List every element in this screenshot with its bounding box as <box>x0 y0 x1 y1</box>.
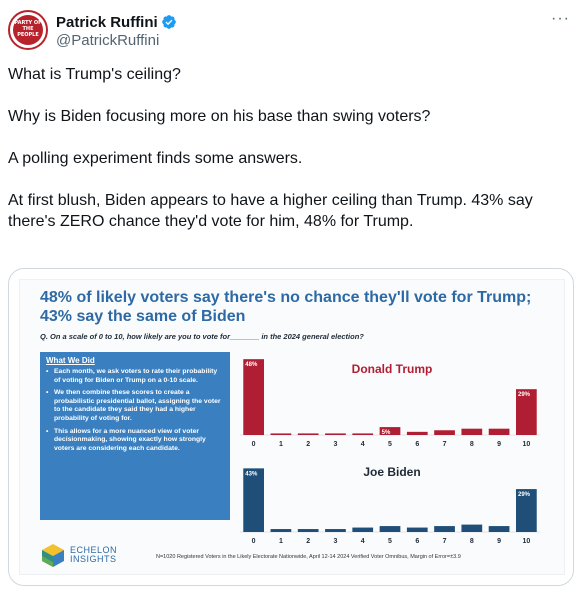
x-tick-label: 9 <box>497 441 501 448</box>
x-tick-label: 4 <box>361 441 365 448</box>
chart-bar <box>406 431 428 435</box>
chart-bar <box>270 433 292 435</box>
x-tick-label: 5 <box>388 441 392 448</box>
x-tick-label: 7 <box>443 538 447 545</box>
x-tick-label: 2 <box>306 538 310 545</box>
tweet-media-image[interactable]: 48% of likely voters say there's no chan… <box>8 268 574 586</box>
chart-bar <box>434 430 455 435</box>
bar-value-label: 5% <box>382 430 391 436</box>
x-tick-label: 3 <box>334 538 338 545</box>
slide-question: Q. On a scale of 0 to 10, how likely are… <box>40 332 364 341</box>
chart-bar <box>243 468 264 532</box>
what-we-did-item: We then combine these scores to create a… <box>46 389 224 423</box>
x-tick-label: 3 <box>334 441 338 448</box>
bar-value-label: 48% <box>245 362 258 368</box>
bar-value-label: 29% <box>518 392 531 398</box>
slide-title: 48% of likely voters say there's no chan… <box>40 289 532 325</box>
chart-bar <box>325 433 346 435</box>
x-tick-label: 1 <box>279 538 283 545</box>
poll-slide: 48% of likely voters say there's no chan… <box>19 279 565 575</box>
avatar[interactable]: PARTY OF THE PEOPLE <box>8 10 48 50</box>
footnote: N=1020 Registered Voters in the Likely E… <box>156 554 461 560</box>
tweet-paragraph: What is Trump's ceiling? <box>8 66 181 83</box>
x-tick-label: 0 <box>252 538 256 545</box>
what-we-did-box: What We Did Each month, we ask voters to… <box>40 352 230 520</box>
what-we-did-title: What We Did <box>46 356 95 365</box>
chart-bar <box>516 489 537 532</box>
chart-bar <box>488 526 510 532</box>
handle[interactable]: @PatrickRuffini <box>56 32 160 49</box>
more-options-icon[interactable]: ··· <box>551 10 570 27</box>
tweet-header: PARTY OF THE PEOPLE Patrick Ruffini @Pat… <box>8 8 574 52</box>
chart-bar <box>379 427 401 435</box>
avatar-logo: PARTY OF THE PEOPLE <box>13 15 43 45</box>
x-tick-label: 1 <box>279 441 283 448</box>
x-tick-label: 5 <box>388 538 392 545</box>
echelon-insights-logo: ECHELON INSIGHTS <box>40 542 160 572</box>
x-tick-label: 8 <box>470 538 474 545</box>
tweet-paragraph: At first blush, Biden appears to have a … <box>8 192 533 230</box>
chart-bar <box>325 529 346 532</box>
tweet-text: What is Trump's ceiling? Why is Biden fo… <box>8 64 574 232</box>
chart-bar <box>488 428 510 435</box>
chart-bar <box>243 359 264 435</box>
name-row: Patrick Ruffini <box>56 12 177 32</box>
chart-bar <box>516 389 537 435</box>
x-tick-label: 7 <box>443 441 447 448</box>
what-we-did-item: This allows for a more nuanced view of v… <box>46 428 224 454</box>
chart-bar <box>270 529 292 532</box>
chart-title: Donald Trump <box>352 362 433 376</box>
chart-bar <box>297 529 319 532</box>
verified-badge-icon <box>161 15 176 29</box>
chart-title: Joe Biden <box>363 465 420 479</box>
x-tick-label: 2 <box>306 441 310 448</box>
x-tick-label: 4 <box>361 538 365 545</box>
x-tick-label: 8 <box>470 441 474 448</box>
chart-bar <box>352 433 374 435</box>
logo-line: INSIGHTS <box>70 554 117 564</box>
chart-bar <box>297 433 319 435</box>
x-tick-label: 6 <box>415 441 419 448</box>
x-tick-label: 10 <box>522 441 530 448</box>
tweet-paragraph: Why is Biden focusing more on his base t… <box>8 108 431 125</box>
bar-value-label: 43% <box>245 471 258 477</box>
x-tick-label: 0 <box>252 441 256 448</box>
tweet-paragraph: A polling experiment finds some answers. <box>8 150 303 167</box>
echelon-cube-icon <box>42 544 64 567</box>
bar-value-label: 29% <box>518 492 531 498</box>
chart-bar <box>379 526 401 532</box>
chart-bar <box>461 428 483 435</box>
logo-text: ECHELON INSIGHTS <box>70 546 117 564</box>
what-we-did-item: Each month, we ask voters to rate their … <box>46 368 224 385</box>
chart-bar <box>406 527 428 532</box>
x-tick-label: 10 <box>522 538 530 545</box>
x-tick-label: 6 <box>415 538 419 545</box>
chart-bar <box>461 524 483 532</box>
logo-line: ECHELON <box>70 545 118 555</box>
chart-bar <box>434 526 455 532</box>
display-name[interactable]: Patrick Ruffini <box>56 13 158 31</box>
chart-bar <box>352 527 374 532</box>
x-tick-label: 9 <box>497 538 501 545</box>
